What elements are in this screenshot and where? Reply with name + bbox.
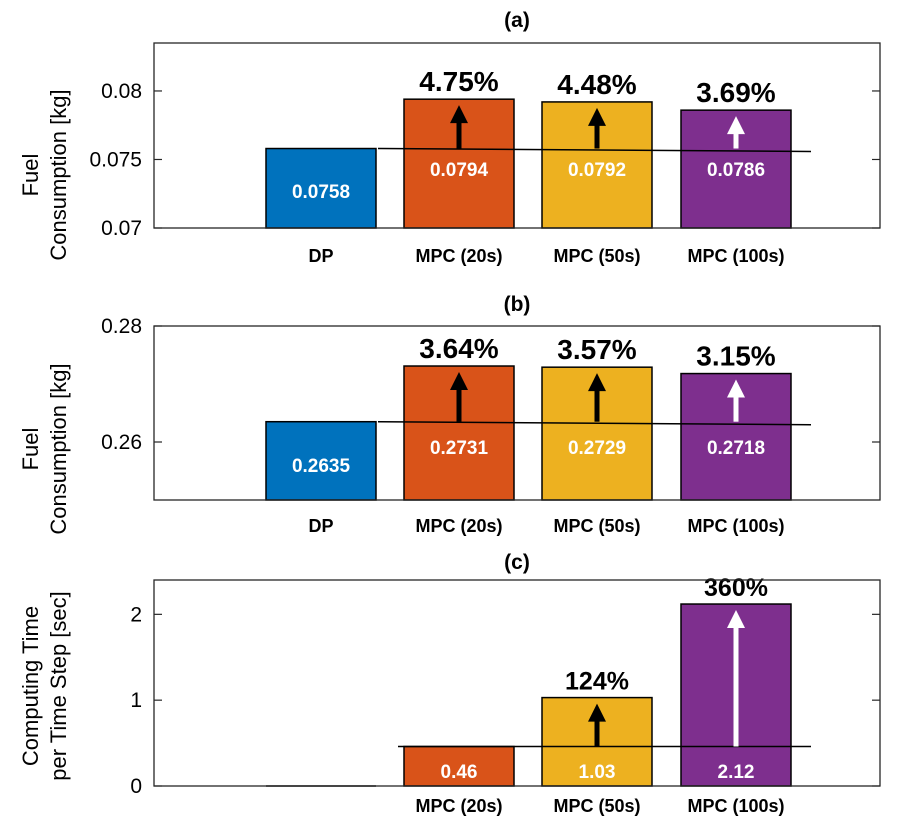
increase-arrow-head [588,373,606,392]
increase-arrow-head [588,107,606,126]
increase-percent-label: 4.48% [557,69,636,100]
chart-title: (b) [504,293,531,316]
x-category-label: MPC (20s) [415,796,502,816]
y-axis-label-line: Consumption [kg] [46,89,71,260]
chart-panel-1: (a) Fuel Consumption [kg] 0.07 0.075 0.08 4.75… [18,9,881,266]
bar-value-label: 0.2718 [707,438,765,459]
increase-arrow-head [450,372,468,391]
y-axis-label-line: per Time Step [sec] [46,591,71,781]
bar-value-label: 0.0794 [430,160,489,181]
x-category-label: MPC (100s) [687,796,784,816]
increase-arrow-head [727,116,745,135]
bar-value-label: 2.12 [718,762,755,783]
reference-line [377,147,812,153]
y-tick-label: 0.26 [101,431,142,454]
y-tick-label: 2 [130,603,142,626]
axes-frame [153,325,881,501]
bar-value-label: 0.0758 [292,182,350,203]
y-axis-label-line: Consumption [kg] [46,363,71,534]
bar-value-label: 0.2729 [568,438,626,459]
increase-arrow-head [450,105,468,124]
y-tick-label: 1 [130,689,142,712]
reference-line [377,420,812,426]
y-axis-label: Computing Time per Time Step [sec] [18,591,71,781]
increase-arrow-head [727,379,745,398]
y-axis-label: Fuel Consumption [kg] [18,89,71,260]
axes-frame [153,579,881,787]
y-tick-label: 0.07 [101,217,142,240]
increase-percent-label: 3.57% [557,334,636,365]
increase-percent-label: 124% [565,668,629,696]
y-axis-label-line: Computing Time [18,606,43,766]
y-tick-label: 0.08 [101,80,142,103]
increase-percent-label: 4.75% [419,66,498,97]
x-category-label: MPC (50s) [553,796,640,816]
increase-percent-label: 3.15% [696,341,775,372]
increase-percent-label: 3.64% [419,333,498,364]
increase-arrow-head [588,703,606,722]
x-category-label: MPC (50s) [553,516,640,536]
bar-value-label: 0.2635 [292,456,351,477]
x-category-label: DP [308,516,333,536]
increase-percent-label: 3.69% [696,77,775,108]
bar-value-label: 0.46 [441,762,478,783]
y-tick-label: 0.28 [101,315,142,338]
bar-value-label: 1.03 [579,762,616,783]
x-category-label: MPC (100s) [687,516,784,536]
x-category-label: MPC (20s) [415,246,502,266]
x-category-label: MPC (100s) [687,246,784,266]
x-category-label: MPC (50s) [553,246,640,266]
increase-percent-label: 360% [704,574,768,602]
y-axis-label: Fuel Consumption [kg] [18,363,71,534]
chart-panel-2: (b) Fuel Consumption [kg] 0.26 0.28 3.64% 3.57… [18,293,881,536]
y-tick-label: 0.075 [89,148,142,171]
bar-value-label: 0.2731 [430,438,489,459]
x-category-label: DP [308,246,333,266]
bar [265,420,377,501]
x-category-label: MPC (20s) [415,516,502,536]
y-axis-label-line: Fuel [18,154,43,197]
y-axis-label-line: Fuel [18,428,43,471]
chart-title: (c) [504,551,530,574]
axes-frame [153,42,881,229]
chart-title: (a) [504,9,530,32]
increase-arrow-head [727,610,745,629]
bar-value-label: 0.0792 [568,160,626,181]
y-tick-label: 0 [130,775,142,798]
bar-value-label: 0.0786 [707,160,765,181]
chart-panel-3: (c) Computing Time per Time Step [sec] 0 1 2 1… [18,551,881,816]
